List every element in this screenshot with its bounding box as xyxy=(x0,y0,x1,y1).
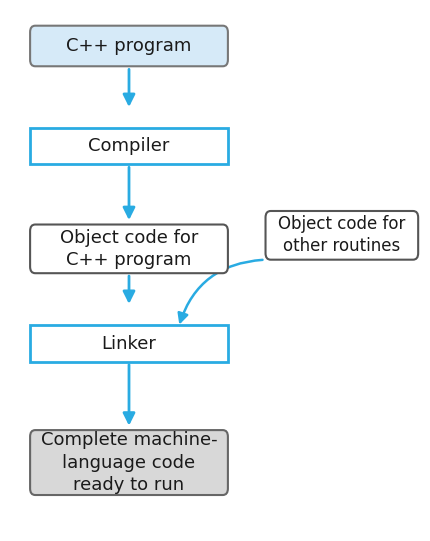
FancyBboxPatch shape xyxy=(30,225,228,273)
Bar xyxy=(30,325,228,362)
Text: Complete machine-
language code
ready to run: Complete machine- language code ready to… xyxy=(41,431,217,494)
Text: Compiler: Compiler xyxy=(88,137,170,155)
Text: Object code for
C++ program: Object code for C++ program xyxy=(60,229,198,269)
FancyBboxPatch shape xyxy=(30,430,228,495)
Text: Object code for
other routines: Object code for other routines xyxy=(278,215,405,255)
Text: C++ program: C++ program xyxy=(66,37,192,55)
FancyBboxPatch shape xyxy=(266,211,418,260)
Text: Linker: Linker xyxy=(101,334,157,353)
Bar xyxy=(30,128,228,164)
FancyBboxPatch shape xyxy=(30,25,228,66)
